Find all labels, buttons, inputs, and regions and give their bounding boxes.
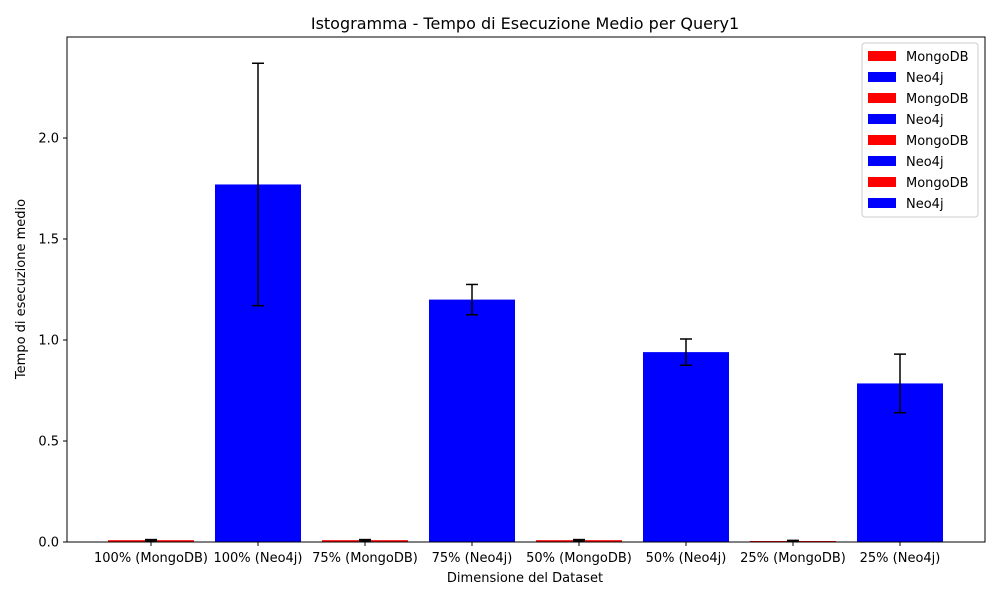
x-tick-label: 100% (Neo4j) (213, 551, 302, 566)
legend-swatch (868, 114, 896, 124)
legend-swatch (868, 135, 896, 145)
legend-swatch (868, 93, 896, 103)
x-axis-label: Dimensione del Dataset (447, 571, 603, 586)
legend-label: MongoDB (906, 134, 969, 149)
legend-swatch (868, 177, 896, 187)
legend-label: MongoDB (906, 176, 969, 191)
legend-label: Neo4j (906, 113, 944, 128)
legend-label: Neo4j (906, 155, 944, 170)
x-axis: 100% (MongoDB) 100% (Neo4j) 75% (MongoDB) 7… (94, 542, 940, 566)
error-bars-layer (145, 62, 906, 543)
x-tick-label: 100% (MongoDB) (94, 551, 208, 566)
chart-title: Istogramma - Tempo di Esecuzione Medio p… (311, 14, 739, 33)
y-tick-label: 2.0 (38, 132, 59, 147)
y-tick-label: 0.0 (38, 536, 59, 551)
legend-swatch (868, 72, 896, 82)
y-tick-label: 1.5 (38, 233, 59, 248)
bars-layer (108, 184, 943, 542)
y-axis-label: Tempo di esecuzione medio (14, 199, 29, 380)
legend: MongoDB Neo4j MongoDB Neo4j MongoDB Neo4j Mong… (861, 42, 979, 218)
plot-frame (66, 36, 986, 543)
y-tick-label: 1.0 (38, 334, 59, 349)
legend-label: MongoDB (906, 50, 969, 65)
legend-label: Neo4j (906, 197, 944, 212)
legend-swatch (868, 51, 896, 61)
y-axis: 0.0 0.5 1.0 1.5 2.0 (38, 132, 67, 551)
y-tick-label: 0.5 (38, 435, 59, 450)
legend-label: MongoDB (906, 92, 969, 107)
bar (429, 299, 515, 542)
legend-frame (861, 42, 979, 218)
bar (643, 352, 729, 542)
legend-label: Neo4j (906, 71, 944, 86)
x-tick-label: 25% (Neo4j) (860, 551, 941, 566)
x-tick-label: 50% (MongoDB) (526, 551, 632, 566)
x-tick-label: 75% (MongoDB) (312, 551, 418, 566)
x-tick-label: 75% (Neo4j) (432, 551, 513, 566)
x-tick-label: 25% (MongoDB) (740, 551, 846, 566)
legend-swatch (868, 156, 896, 166)
x-tick-label: 50% (Neo4j) (646, 551, 727, 566)
legend-swatch (868, 198, 896, 208)
